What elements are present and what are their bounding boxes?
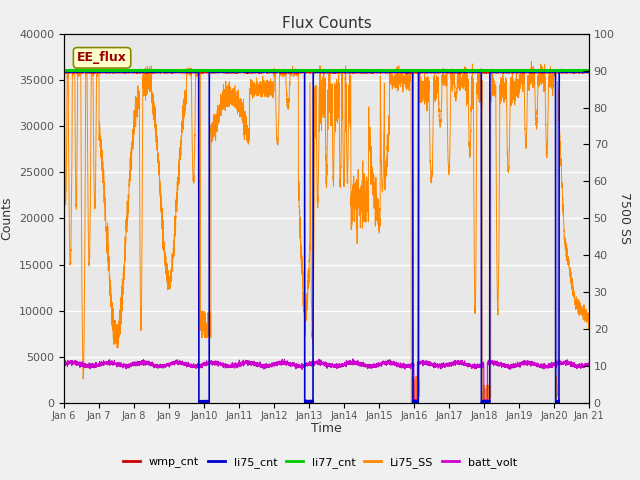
X-axis label: Time: Time [311,422,342,435]
Text: EE_flux: EE_flux [77,51,127,64]
Y-axis label: 7500 SS: 7500 SS [618,192,631,244]
Title: Flux Counts: Flux Counts [282,16,371,31]
Legend: wmp_cnt, li75_cnt, li77_cnt, Li75_SS, batt_volt: wmp_cnt, li75_cnt, li77_cnt, Li75_SS, ba… [119,452,521,472]
Y-axis label: Counts: Counts [1,197,13,240]
